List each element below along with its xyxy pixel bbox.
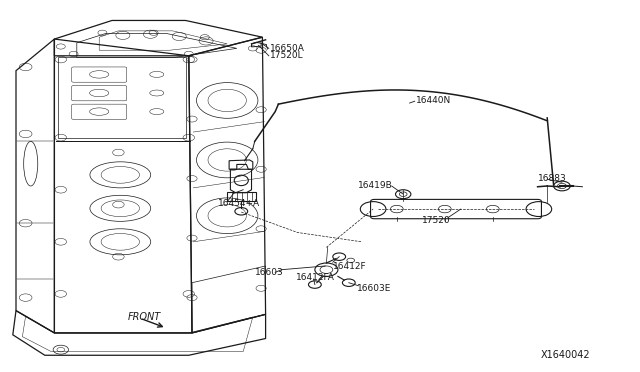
Text: 16454+A: 16454+A [218, 199, 260, 208]
Text: 16440N: 16440N [416, 96, 451, 105]
Text: 16650A: 16650A [270, 44, 305, 53]
Text: 16412F: 16412F [333, 262, 367, 271]
Text: 16419B: 16419B [358, 182, 393, 190]
Text: 16412FA: 16412FA [296, 273, 335, 282]
Text: X1640042: X1640042 [541, 350, 591, 360]
Text: 16603: 16603 [255, 268, 284, 277]
Text: 16883: 16883 [538, 174, 566, 183]
Text: 17520L: 17520L [270, 51, 304, 60]
Text: FRONT: FRONT [128, 312, 161, 322]
Text: 17520: 17520 [422, 216, 451, 225]
Text: 16603E: 16603E [357, 284, 392, 293]
